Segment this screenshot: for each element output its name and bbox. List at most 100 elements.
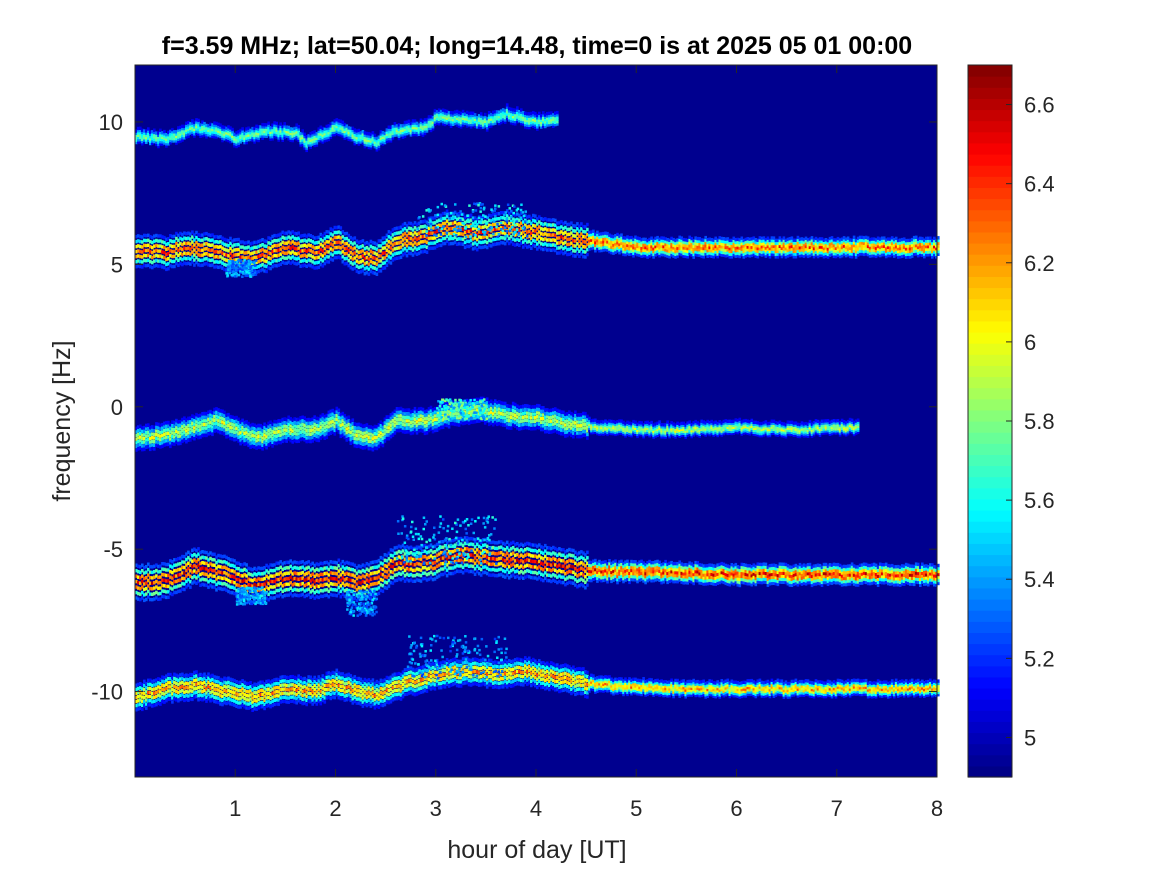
heatmap-cell — [395, 126, 399, 130]
heatmap-cell — [427, 126, 431, 130]
heatmap-cell — [513, 113, 517, 117]
heatmap-cell — [281, 131, 284, 136]
heatmap-cell — [423, 118, 427, 122]
heatmap-cell — [421, 126, 425, 131]
heatmap-cell — [175, 134, 178, 139]
heatmap-cell — [477, 125, 481, 129]
heatmap-cell — [499, 113, 503, 118]
heatmap-cell — [215, 130, 218, 135]
heatmap-cell — [225, 131, 228, 135]
heatmap-cell — [169, 129, 172, 134]
heatmap-cell — [445, 112, 449, 116]
heatmap-cell — [209, 131, 212, 136]
heatmap-cell — [203, 124, 206, 128]
heatmap-cell — [341, 120, 345, 124]
heatmap-cell — [181, 136, 184, 140]
heatmap-cell — [293, 129, 296, 133]
heatmap-cell — [235, 133, 238, 137]
heatmap-cell — [263, 127, 266, 131]
heatmap-cell — [245, 140, 248, 145]
heatmap-cell — [283, 124, 286, 128]
heatmap-cell — [389, 132, 393, 136]
heatmap-cell — [179, 139, 182, 143]
heatmap-cell — [435, 114, 439, 118]
heatmap-cell — [411, 132, 415, 137]
heatmap-cell — [507, 118, 511, 122]
heatmap-cell — [499, 120, 503, 125]
heatmap-cell — [197, 127, 200, 132]
heatmap-cell — [852, 235, 856, 239]
heatmap-cell — [469, 125, 473, 129]
heatmap-cell — [247, 133, 250, 137]
heatmap-cell — [379, 134, 383, 138]
heatmap-cell — [237, 132, 240, 136]
heatmap-cell — [375, 143, 379, 147]
heatmap-cell — [501, 117, 505, 121]
heatmap-cell — [167, 137, 170, 141]
heatmap-cell — [461, 109, 465, 114]
heatmap-cell — [251, 129, 254, 133]
heatmap-cell — [335, 124, 339, 129]
heatmap-cell — [437, 108, 441, 112]
heatmap-cell — [343, 132, 347, 136]
heatmap-cell — [463, 114, 467, 119]
heatmap-cell — [171, 137, 174, 141]
heatmap-cell — [179, 130, 182, 134]
heatmap-cell — [303, 141, 306, 146]
heatmap-cell — [315, 138, 319, 143]
heatmap-cell — [257, 136, 260, 140]
heatmap-cell — [459, 120, 463, 125]
heatmap-cell — [229, 133, 232, 137]
heatmap-cell — [419, 127, 423, 131]
heatmap-cell — [391, 134, 395, 138]
heatmap-cell — [247, 137, 250, 142]
heatmap-cell — [397, 123, 401, 127]
heatmap-cell — [169, 132, 172, 136]
heatmap-cell — [145, 138, 148, 142]
heatmap-cell — [299, 131, 302, 136]
heatmap-cell — [227, 134, 230, 138]
heatmap-cell — [483, 115, 487, 119]
heatmap-cell — [337, 119, 341, 123]
heatmap-cell — [325, 138, 329, 142]
heatmap-cell — [291, 136, 294, 141]
heatmap-cell — [209, 122, 212, 126]
heatmap-cell — [513, 110, 517, 115]
heatmap-cell — [137, 129, 140, 133]
heatmap-cell — [473, 115, 477, 119]
heatmap-cell — [411, 128, 415, 132]
heatmap-cell — [399, 133, 403, 137]
heatmap-cell — [495, 117, 499, 121]
heatmap-cell — [397, 130, 401, 134]
heatmap-cell — [245, 136, 248, 140]
heatmap-cell — [203, 131, 206, 135]
heatmap-cell — [185, 126, 188, 130]
heatmap-cell — [283, 122, 286, 126]
heatmap-cell — [179, 128, 182, 132]
heatmap-cell — [489, 115, 493, 119]
heatmap-cell — [275, 121, 278, 126]
heatmap-cell — [207, 128, 210, 132]
heatmap-cell — [253, 129, 256, 133]
heatmap-cell — [465, 115, 469, 119]
heatmap-cell — [377, 140, 381, 144]
heatmap-cell — [403, 129, 407, 134]
heatmap-cell — [209, 127, 212, 131]
heatmap-cell — [203, 121, 206, 126]
heatmap-cell — [501, 114, 505, 119]
heatmap-cell — [165, 139, 168, 144]
heatmap-cell — [203, 128, 206, 133]
heatmap-cell — [215, 126, 218, 130]
heatmap-cell — [319, 127, 323, 132]
heatmap-cell — [511, 110, 515, 114]
heatmap-cell — [301, 129, 304, 133]
heatmap-cell — [509, 109, 513, 114]
heatmap-cell — [429, 117, 433, 121]
heatmap-cell — [181, 126, 184, 131]
heatmap-cell — [333, 121, 337, 125]
heatmap-cell — [497, 110, 501, 114]
heatmap-cell — [367, 132, 371, 136]
heatmap-cell — [329, 126, 333, 130]
heatmap-cell — [207, 124, 210, 128]
heatmap-cell — [283, 135, 286, 140]
